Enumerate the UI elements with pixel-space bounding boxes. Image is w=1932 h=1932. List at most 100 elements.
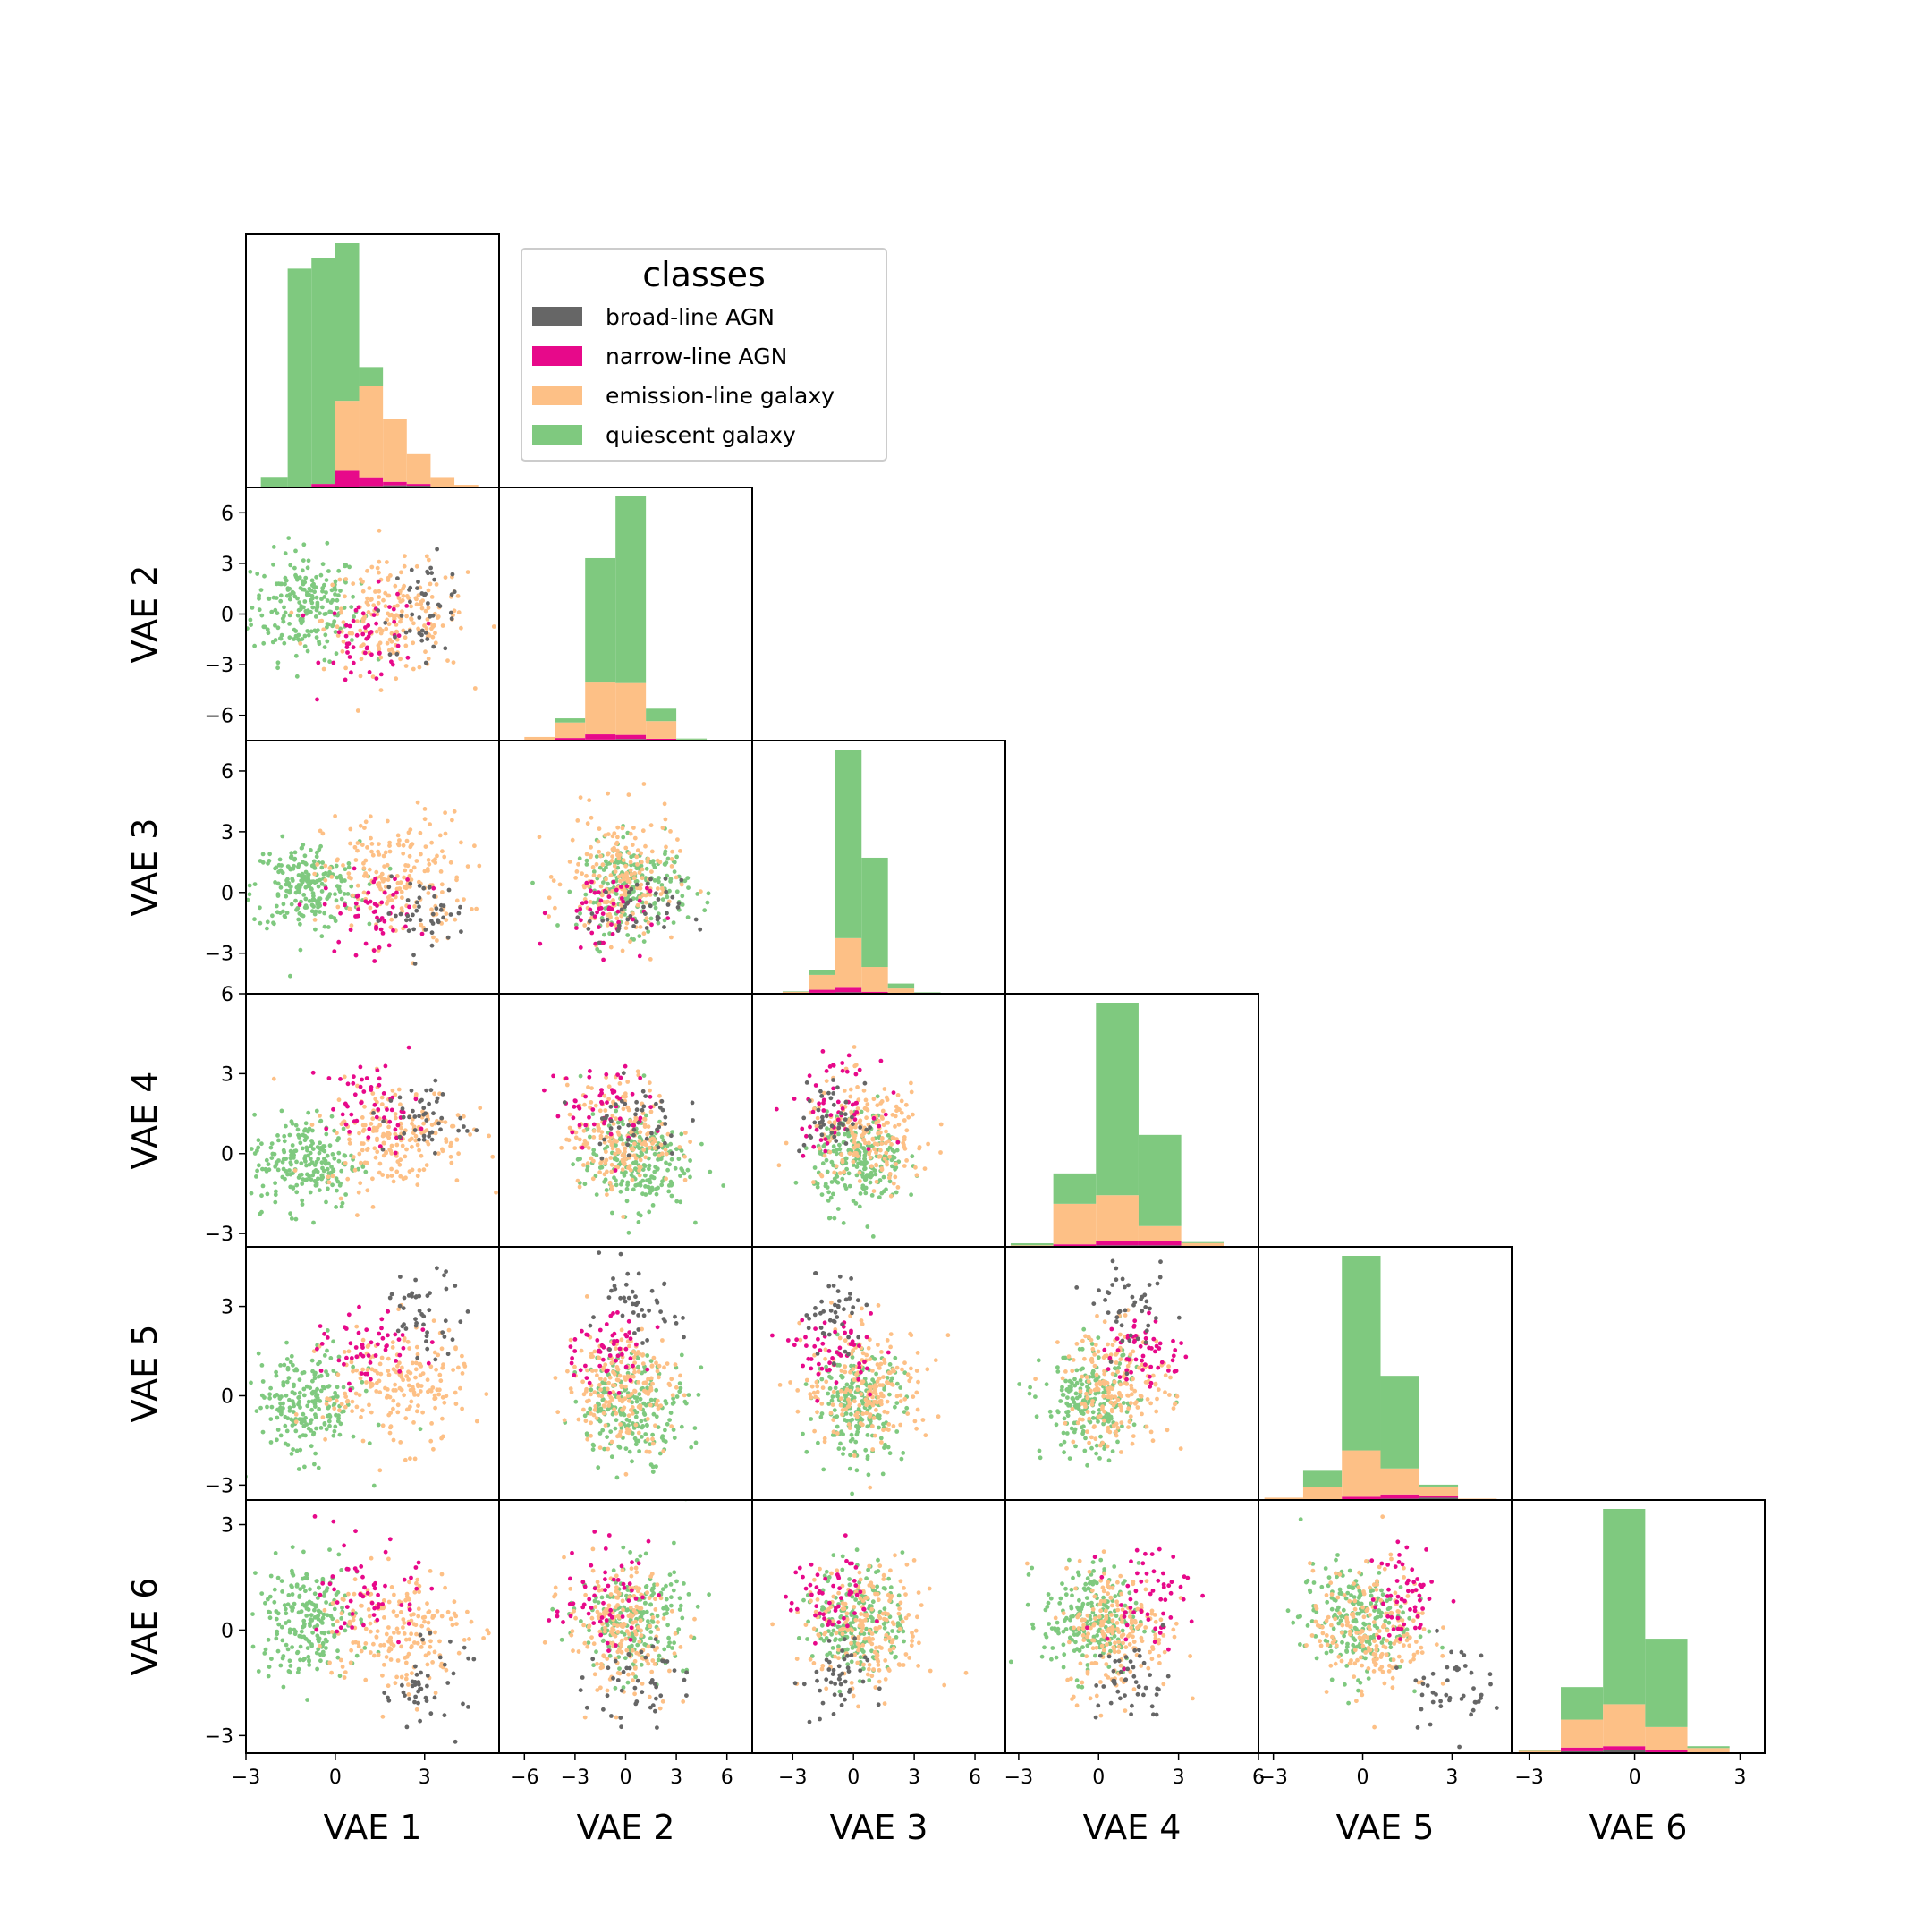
scatter-point: [267, 597, 272, 601]
scatter-point: [589, 1387, 594, 1393]
scatter-point: [411, 953, 416, 958]
scatter-point: [664, 1401, 669, 1406]
scatter-point: [1064, 1431, 1070, 1436]
scatter-point: [391, 650, 395, 655]
scatter-point: [449, 1160, 454, 1165]
scatter-point: [615, 909, 621, 914]
scatter-point: [671, 1396, 675, 1401]
scatter-point: [865, 1102, 870, 1106]
scatter-point: [825, 1109, 829, 1114]
scatter-point: [652, 878, 657, 883]
scatter-point: [656, 920, 661, 926]
scatter-point: [885, 1427, 889, 1431]
scatter-point: [318, 843, 323, 849]
scatter-point: [911, 1394, 916, 1399]
scatter-point: [610, 1397, 615, 1402]
scatter-point: [315, 1386, 319, 1392]
scatter-point: [411, 1108, 415, 1114]
scatter-point: [343, 577, 349, 581]
scatter-point: [644, 926, 649, 930]
scatter-point: [427, 1308, 432, 1313]
scatter-point: [847, 1296, 852, 1301]
scatter-point: [370, 674, 376, 679]
scatter-point: [369, 652, 374, 657]
scatter-point: [427, 1101, 431, 1106]
scatter-point: [850, 1417, 855, 1422]
scatter-point: [844, 1166, 849, 1172]
scatter-point: [421, 1322, 426, 1327]
scatter-point: [368, 905, 373, 911]
scatter-point: [679, 882, 684, 887]
scatter-point: [285, 1365, 291, 1370]
scatter-point: [301, 1177, 306, 1182]
scatter-point: [608, 873, 614, 878]
scatter-point: [352, 1119, 357, 1124]
scatter-point: [597, 1327, 603, 1333]
scatter-point: [637, 898, 642, 903]
scatter-point: [643, 1113, 648, 1118]
scatter-point: [330, 597, 335, 603]
scatter-point: [298, 921, 302, 927]
scatter-point: [647, 1308, 651, 1313]
scatter-point: [617, 1149, 622, 1155]
scatter-point: [632, 1360, 637, 1365]
scatter-point: [249, 1191, 254, 1196]
scatter-point: [827, 1120, 832, 1125]
scatter-point: [329, 588, 335, 593]
scatter-point: [871, 1097, 877, 1102]
scatter-point: [369, 1410, 374, 1415]
scatter-point: [374, 1380, 379, 1385]
scatter-point: [841, 1452, 845, 1456]
panel-background: [752, 1247, 1005, 1500]
scatter-point: [801, 1153, 806, 1158]
scatter-point: [650, 1436, 655, 1442]
scatter-point: [292, 850, 298, 855]
scatter-point: [665, 1361, 670, 1366]
y-tick-label: −6: [205, 706, 233, 728]
scatter-point: [425, 617, 430, 622]
scatter-point: [586, 1146, 591, 1150]
scatter-point: [879, 1099, 885, 1104]
scatter-point: [335, 624, 340, 630]
scatter-point: [398, 1275, 402, 1279]
scatter-point: [861, 1088, 867, 1093]
scatter-point: [273, 1192, 278, 1198]
scatter-point: [404, 1374, 409, 1378]
scatter-point: [600, 1380, 606, 1385]
scatter-point: [338, 1077, 343, 1081]
scatter-point: [257, 1163, 261, 1168]
scatter-point: [325, 1166, 330, 1172]
scatter-point: [472, 686, 478, 691]
scatter-point: [682, 1171, 687, 1176]
scatter-point: [553, 905, 557, 911]
scatter-point: [581, 1128, 587, 1133]
scatter-point: [417, 904, 421, 910]
scatter-point: [424, 1334, 429, 1339]
panel-r2-c1: [498, 740, 753, 995]
scatter-point: [647, 1177, 652, 1182]
scatter-point: [682, 1399, 688, 1404]
scatter-point: [824, 1379, 829, 1385]
scatter-point: [324, 590, 328, 595]
scatter-point: [670, 894, 675, 900]
scatter-point: [640, 1326, 644, 1332]
scatter-point: [623, 1446, 629, 1451]
hist-bar: [359, 386, 384, 478]
scatter-point: [455, 1113, 461, 1118]
scatter-point: [354, 1354, 360, 1360]
scatter-point: [301, 558, 306, 563]
scatter-point: [699, 889, 703, 894]
scatter-point: [866, 1472, 871, 1478]
scatter-point: [624, 870, 630, 876]
scatter-point: [625, 1080, 631, 1084]
scatter-point: [291, 1186, 296, 1191]
scatter-point: [378, 672, 384, 677]
scatter-point: [844, 1382, 850, 1387]
scatter-point: [383, 604, 388, 609]
scatter-point: [377, 1390, 383, 1395]
scatter-point: [615, 1377, 621, 1383]
scatter-point: [432, 577, 436, 582]
scatter-point: [284, 1428, 290, 1434]
scatter-point: [377, 945, 382, 950]
scatter-point: [632, 871, 637, 876]
